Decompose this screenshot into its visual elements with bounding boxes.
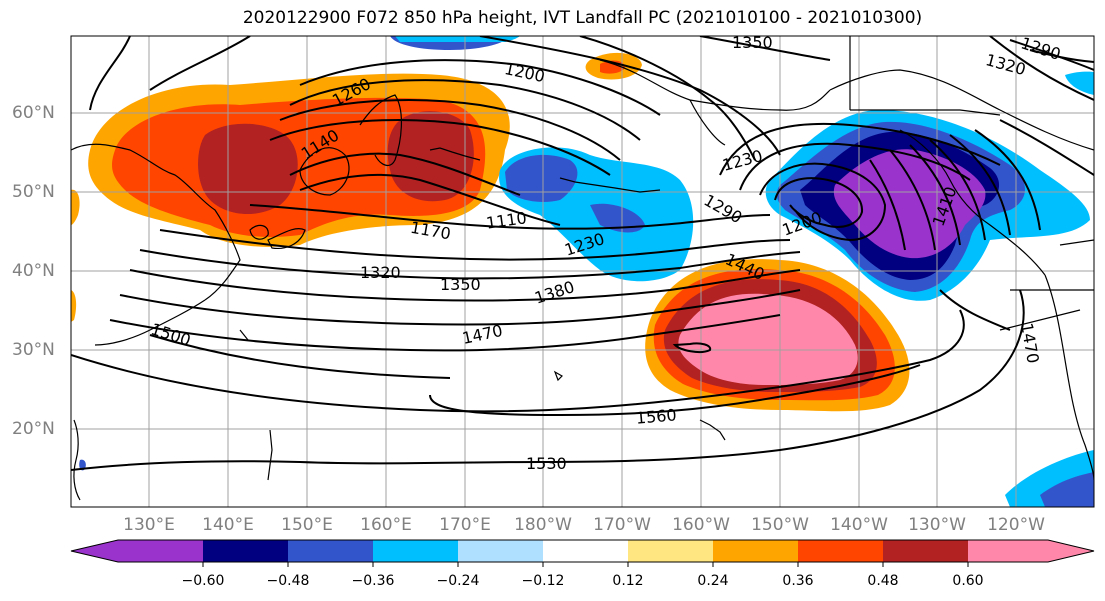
colorbar-tick-label: −0.48 <box>266 573 310 589</box>
colorbar-tick-label: −0.24 <box>436 573 480 589</box>
lon-label: 140°W <box>830 515 888 535</box>
height-contours <box>71 36 1094 471</box>
colorbar-segment <box>458 540 543 562</box>
lon-label: 130°E <box>123 515 175 535</box>
negative-region-central-inner2 <box>590 203 645 233</box>
colorbar-tick-label: 0.48 <box>867 573 899 589</box>
lon-label: 170°E <box>439 515 491 535</box>
lon-label: 180°W <box>514 515 572 535</box>
coastlines <box>71 36 1094 501</box>
colorbar-segment <box>968 540 1048 562</box>
contour-label: 1320 <box>360 263 401 282</box>
positive-region-subtropical-core <box>678 293 858 385</box>
colorbar-segment <box>798 540 883 562</box>
lon-label: 160°E <box>360 515 412 535</box>
lat-label: 60°N <box>12 103 55 123</box>
positive-region-west-edge <box>71 189 80 225</box>
colorbar-tick-label: 0.24 <box>697 573 729 589</box>
colorbar-segment <box>543 540 628 562</box>
map-title: 2020122900 F072 850 hPa height, IVT Land… <box>242 8 923 28</box>
colorbar-max-extend <box>1048 540 1094 562</box>
lat-label: 40°N <box>12 261 55 281</box>
lon-label: 140°E <box>202 515 254 535</box>
colorbar <box>70 539 1095 567</box>
positive-region-west-edge2 <box>71 290 77 322</box>
negative-region-central-inner <box>505 154 578 202</box>
colorbar-segment <box>713 540 798 562</box>
colorbar-tick-label: −0.60 <box>181 573 225 589</box>
lat-label: 50°N <box>12 182 55 202</box>
contour-label: 1530 <box>526 454 567 473</box>
colorbar-segment <box>883 540 968 562</box>
contour-label: 1350 <box>440 275 481 294</box>
colorbar-segment <box>118 540 203 562</box>
colorbar-segment <box>373 540 458 562</box>
negative-region-southeast-inner <box>1040 472 1094 507</box>
map-frame <box>70 35 1095 508</box>
lon-label: 150°W <box>751 515 809 535</box>
lon-label: 120°W <box>987 515 1045 535</box>
positive-region-asia-core1 <box>198 123 298 215</box>
colorbar-tick-label: 0.36 <box>782 573 814 589</box>
lon-label: 170°W <box>593 515 651 535</box>
contour-label: 1350 <box>732 33 773 52</box>
colorbar-segment <box>628 540 713 562</box>
negative-region-far-northeast <box>1065 71 1094 95</box>
colorbar-outline <box>70 539 1095 563</box>
contour-label: 1560 <box>635 405 677 427</box>
colorbar-tick-label: −0.36 <box>351 573 395 589</box>
ivt-shading <box>71 36 1094 507</box>
lat-label: 30°N <box>12 340 55 360</box>
colorbar-min-extend <box>71 540 118 562</box>
lat-lon-grid <box>71 36 1094 507</box>
lon-label: 160°W <box>672 515 730 535</box>
lon-label: 130°W <box>908 515 966 535</box>
colorbar-segment <box>203 540 288 562</box>
positive-region-asia-core2 <box>387 111 474 202</box>
colorbar-tick-label: 0.12 <box>612 573 644 589</box>
lon-label: 150°E <box>281 515 333 535</box>
lat-label: 20°N <box>12 419 55 439</box>
colorbar-segment <box>288 540 373 562</box>
colorbar-tick-label: 0.60 <box>952 573 984 589</box>
colorbar-tick-label: −0.12 <box>521 573 565 589</box>
